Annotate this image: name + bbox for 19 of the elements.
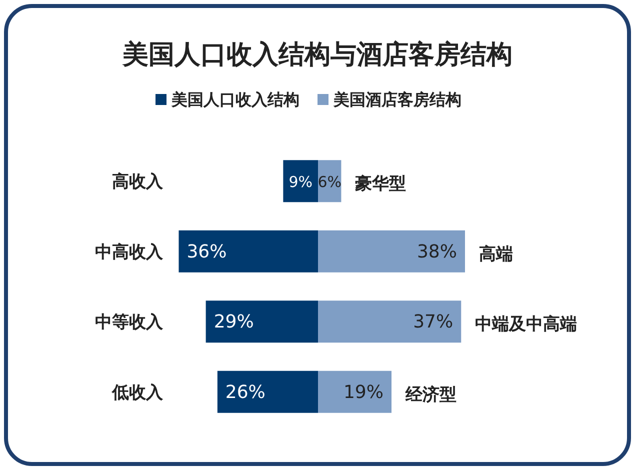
- legend: 美国人口收入结构: [156, 90, 300, 109]
- legend: 美国酒店客房结构: [318, 90, 462, 109]
- data-label: 29%: [214, 312, 254, 333]
- data-label: 6%: [318, 173, 342, 192]
- y-tick-label: 高收入: [112, 172, 164, 192]
- text: 中端及中高端: [475, 314, 578, 335]
- data-label: 37%: [413, 312, 454, 333]
- data-label: 38%: [416, 241, 457, 262]
- annotation: 经济型: [404, 384, 456, 405]
- y-tick-label: 中等收入: [95, 312, 164, 333]
- y-tick-label: 中高收入: [95, 242, 164, 262]
- chart-title: 美国人口收入结构与酒店客房结构: [122, 40, 512, 70]
- data-label: 19%: [343, 382, 384, 403]
- data-label: 9%: [288, 173, 312, 192]
- data-label: 26%: [225, 382, 266, 403]
- annotation: 豪华型: [354, 174, 406, 194]
- y-tick-label: 低收入: [111, 382, 164, 403]
- data-label: 36%: [186, 241, 227, 262]
- text: 高端: [479, 244, 513, 264]
